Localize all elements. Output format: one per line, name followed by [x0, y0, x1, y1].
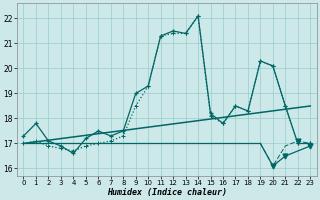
X-axis label: Humidex (Indice chaleur): Humidex (Indice chaleur) [107, 188, 227, 197]
